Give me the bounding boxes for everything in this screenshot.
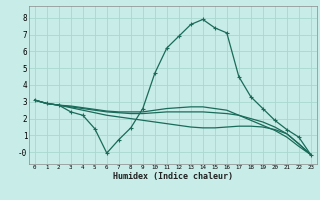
X-axis label: Humidex (Indice chaleur): Humidex (Indice chaleur) [113,172,233,181]
